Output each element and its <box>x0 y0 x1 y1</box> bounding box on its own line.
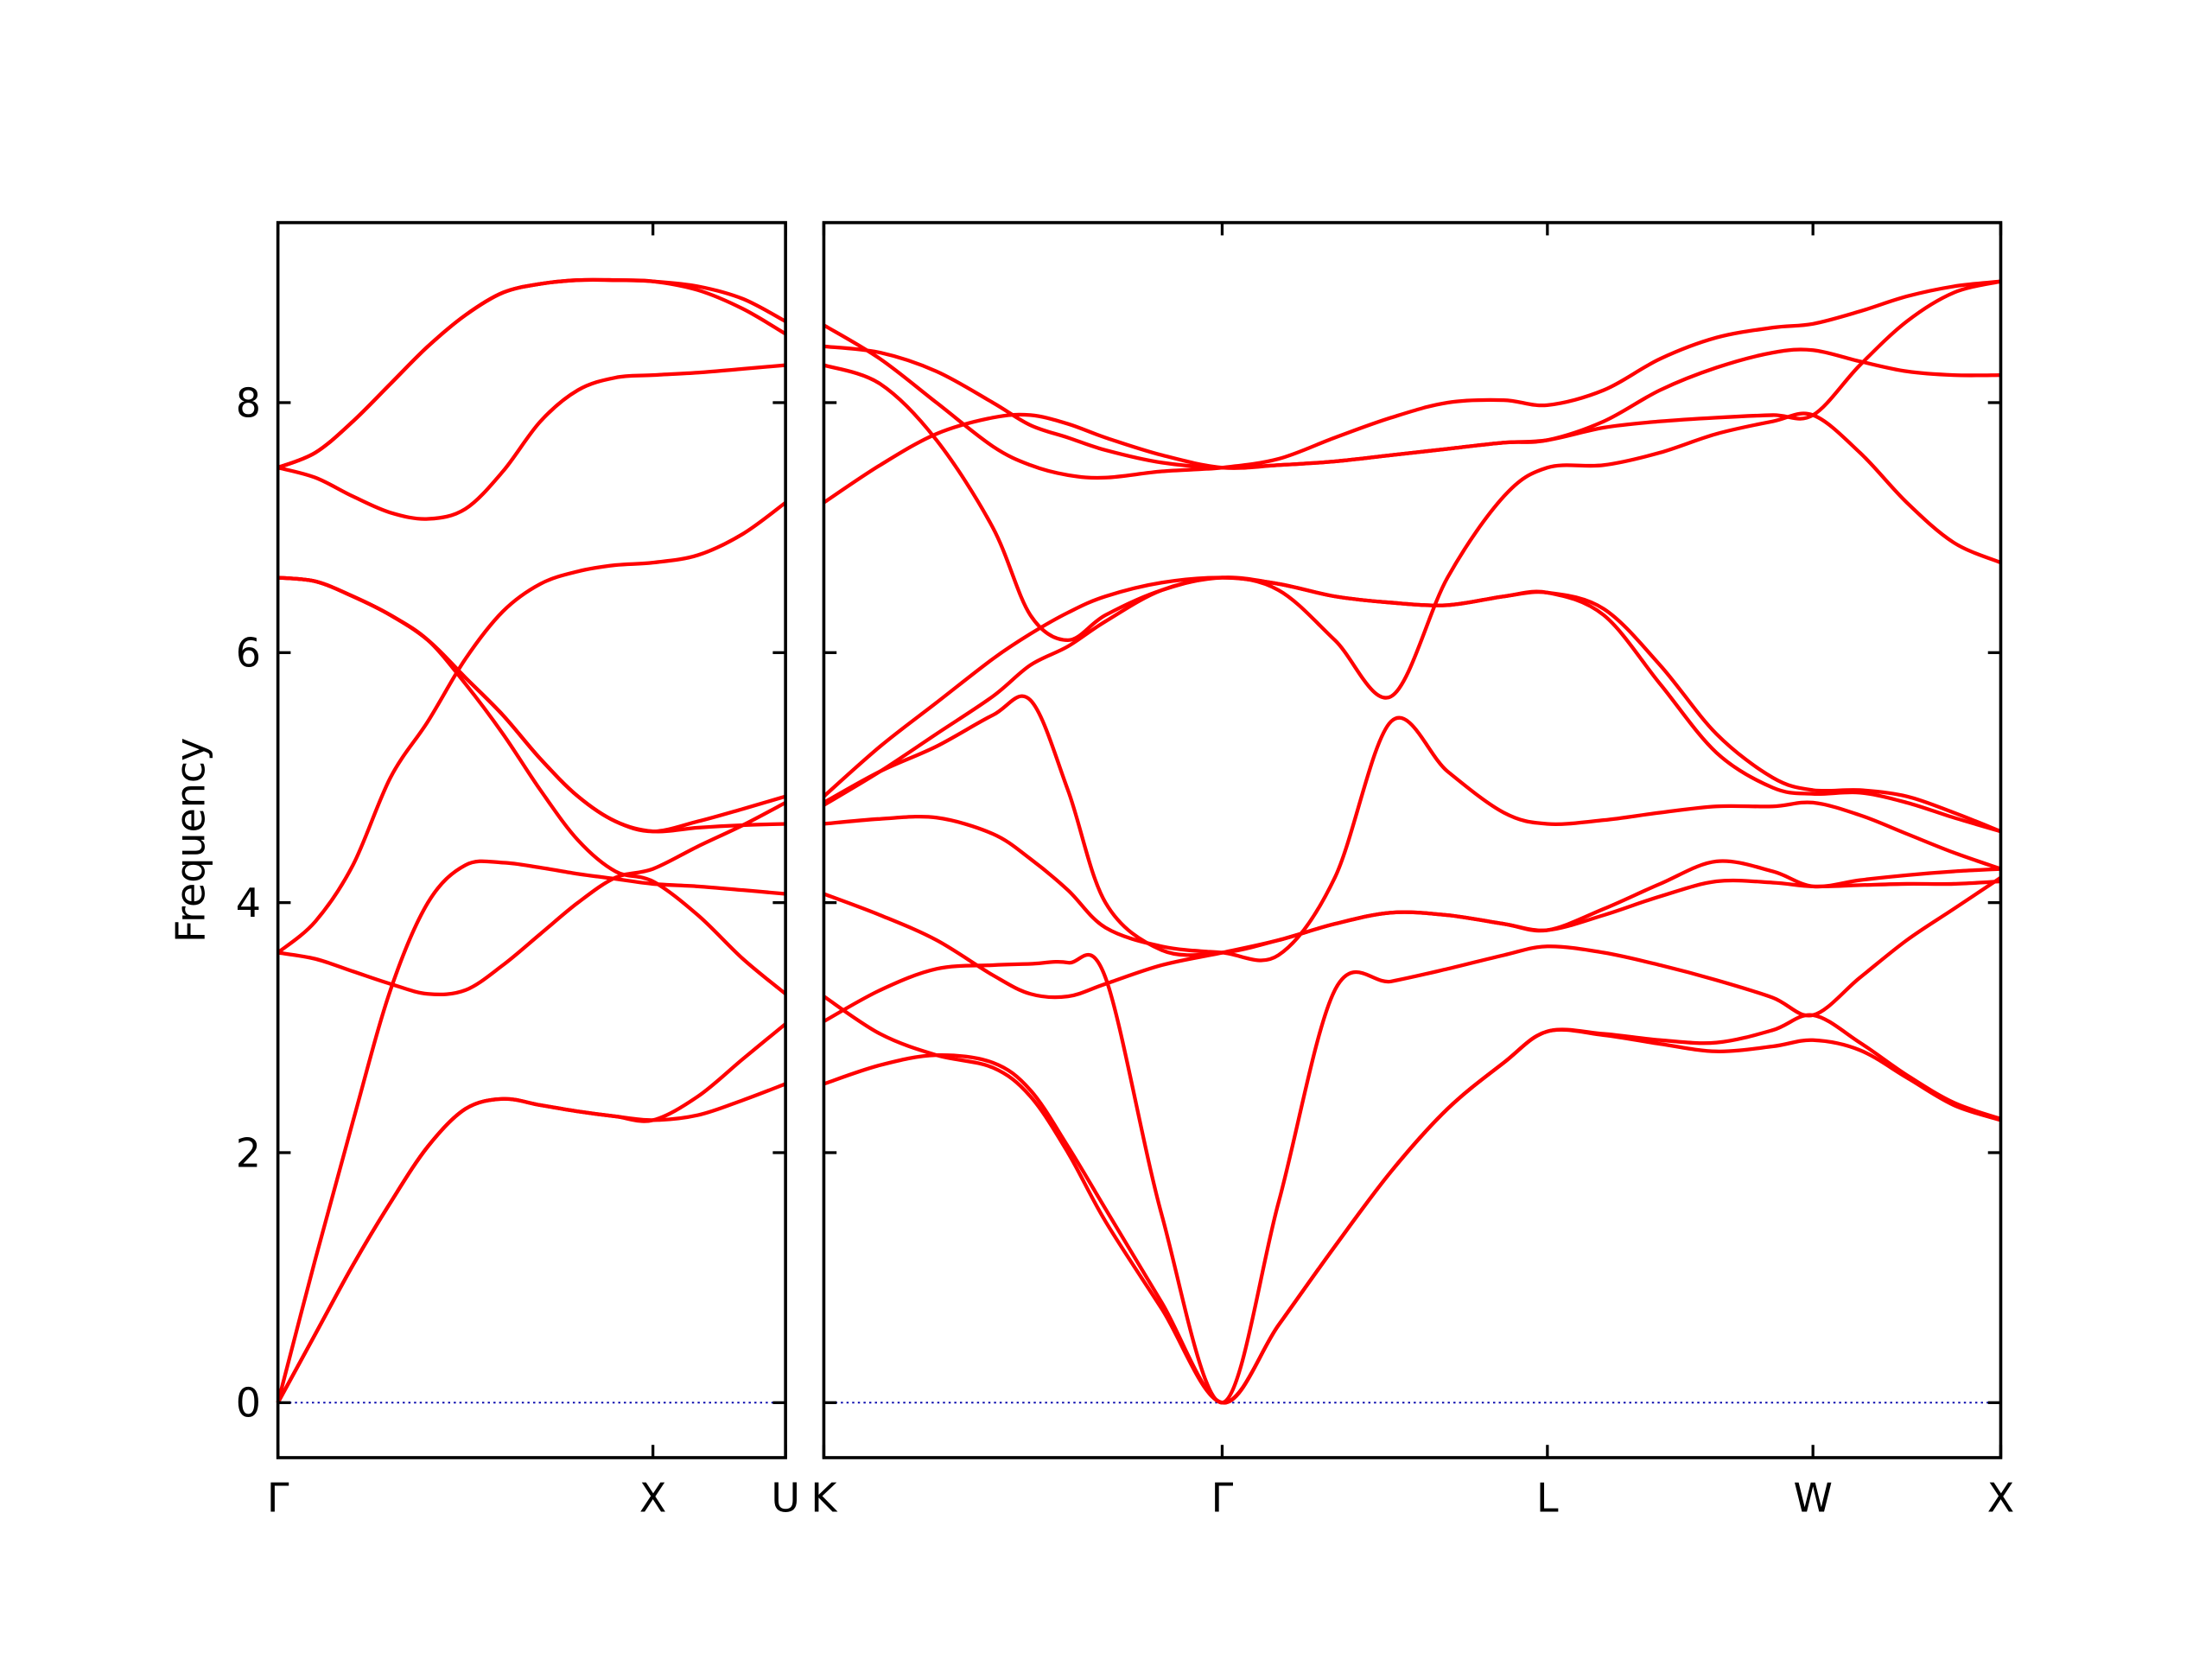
band-line <box>276 859 786 1403</box>
axes-frame <box>822 220 2003 1459</box>
band-line <box>823 344 2001 470</box>
x-tick-label: Γ <box>267 1474 289 1521</box>
x-tick-label: U <box>771 1474 800 1521</box>
band-line <box>823 575 2002 834</box>
y-tick-label: 4 <box>236 880 261 926</box>
y-tick-label: 6 <box>236 630 261 677</box>
y-tick-label: 2 <box>236 1129 261 1176</box>
x-tick-label: Γ <box>1211 1474 1234 1521</box>
band-line <box>277 575 787 995</box>
band-line <box>277 363 786 521</box>
band-line <box>276 277 787 470</box>
band-line <box>823 694 2001 957</box>
band-line <box>276 500 787 955</box>
band-line <box>823 715 2002 963</box>
x-tick-label: W <box>1793 1474 1832 1521</box>
x-tick-label: X <box>1987 1474 2014 1521</box>
band-line <box>276 1022 787 1404</box>
band-line <box>277 801 787 997</box>
x-tick-label: L <box>1536 1474 1559 1521</box>
y-tick-label: 8 <box>236 379 261 426</box>
x-tick-label: X <box>639 1474 666 1521</box>
band-line <box>823 279 2001 480</box>
axes-frame <box>276 220 787 1459</box>
x-tick-label: K <box>810 1474 838 1521</box>
y-axis-label: Frequency <box>167 738 213 943</box>
band-line <box>823 875 2002 1405</box>
y-tick-label: 0 <box>236 1380 261 1427</box>
